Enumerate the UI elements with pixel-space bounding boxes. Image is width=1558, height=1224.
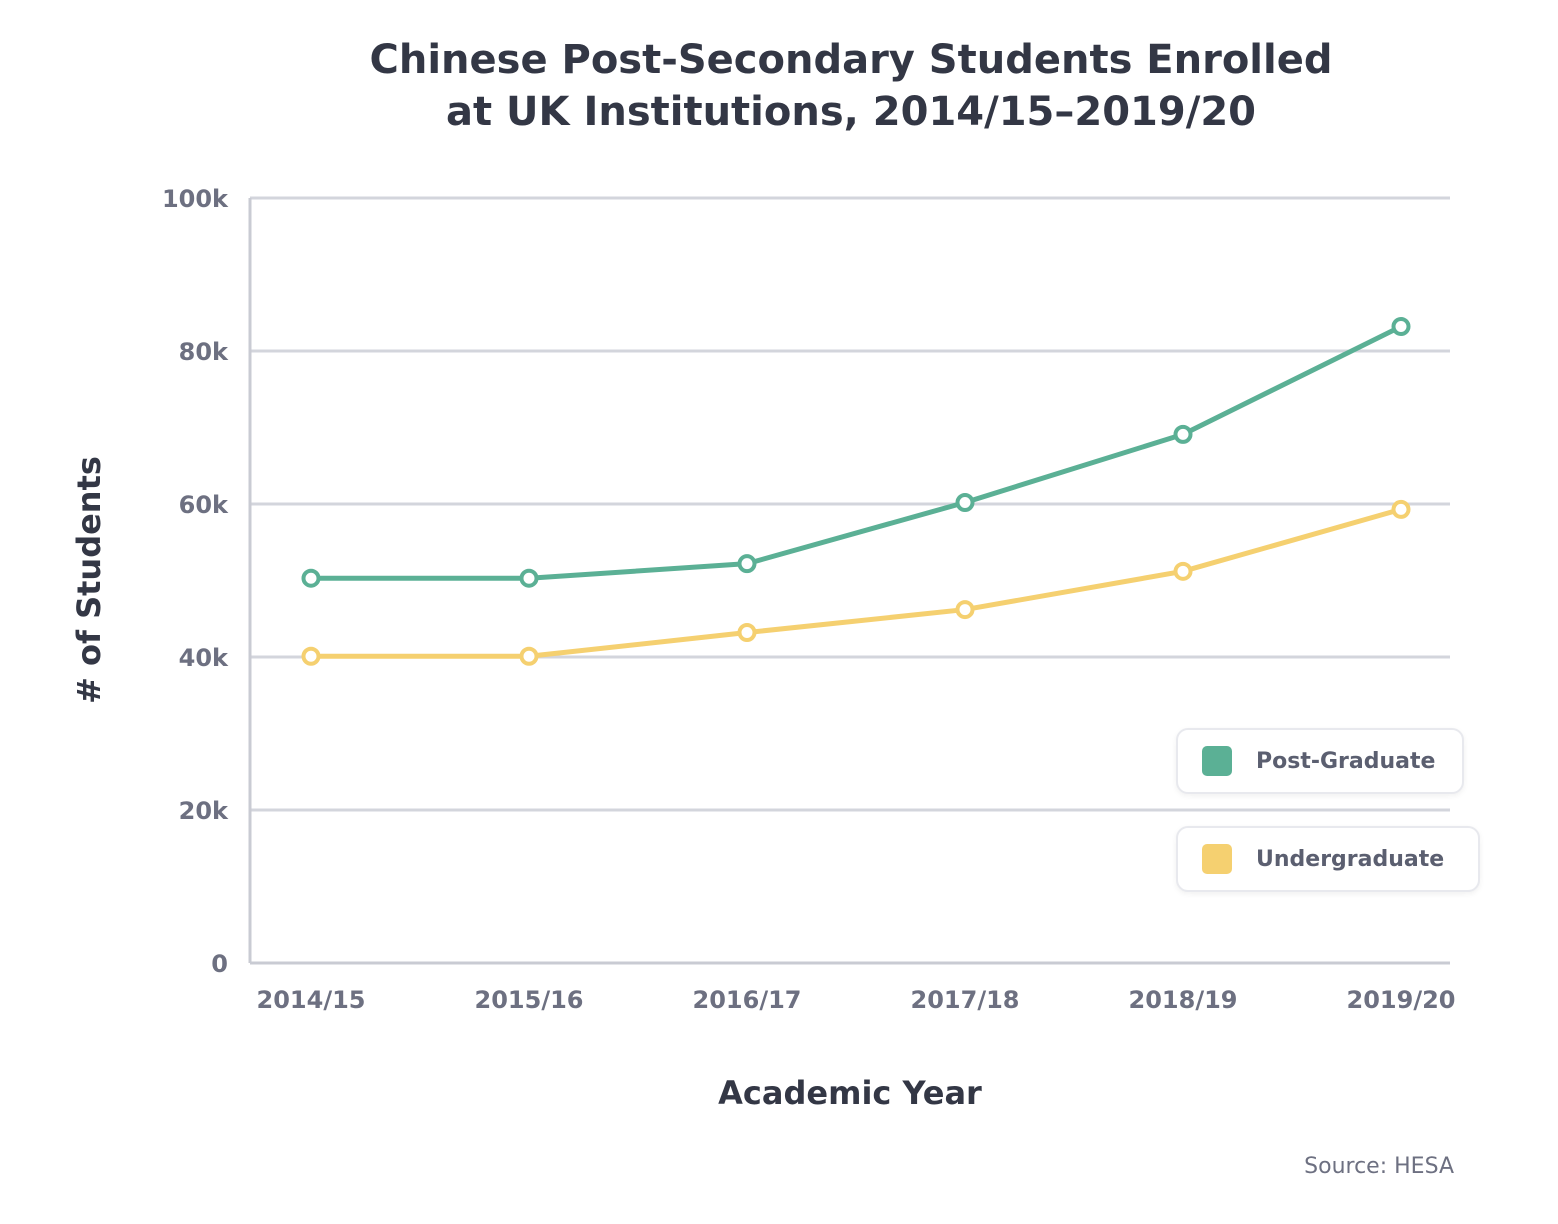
data-point [519, 646, 539, 666]
legend-swatch-undergraduate [1202, 844, 1232, 874]
data-point [301, 646, 321, 666]
x-tick-labels: 2014/15 2015/16 2016/17 2017/18 2018/19 2019/… [257, 986, 1456, 1014]
y-tick-label: 100k [162, 185, 229, 213]
x-tick-label: 2018/19 [1129, 986, 1238, 1014]
y-tick-label: 20k [179, 797, 229, 825]
data-point [1391, 499, 1411, 519]
y-axis-title: # of Students [70, 456, 108, 704]
data-point [301, 568, 321, 588]
data-point [955, 492, 975, 512]
data-point [955, 600, 975, 620]
y-tick-label: 60k [179, 491, 229, 519]
chart-title-line-1: Chinese Post-Secondary Students Enrolled [369, 37, 1333, 83]
data-point [1173, 424, 1193, 444]
legend-label-post-graduate: Post-Graduate [1256, 748, 1436, 774]
series-line [308, 506, 1404, 659]
chart-title: Chinese Post-Secondary Students Enrolled… [0, 34, 1558, 138]
data-point [519, 568, 539, 588]
grid-lines [248, 196, 1450, 965]
x-tick-label: 2019/20 [1347, 986, 1456, 1014]
series-line [308, 324, 1404, 581]
legend-swatch-post-graduate [1202, 746, 1232, 776]
x-tick-label: 2017/18 [911, 986, 1020, 1014]
legend-item-post-graduate: Post-Graduate [1176, 728, 1464, 794]
y-tick-labels: 0 20k 40k 60k 80k 100k [162, 185, 229, 978]
x-tick-label: 2016/17 [693, 986, 802, 1014]
legend-label-undergraduate: Undergraduate [1256, 846, 1445, 872]
data-point [1173, 561, 1193, 581]
source-note: Source: HESA [1304, 1154, 1454, 1179]
chart-title-line-2: at UK Institutions, 2014/15–2019/20 [446, 89, 1256, 135]
x-tick-label: 2014/15 [257, 986, 366, 1014]
legend-item-undergraduate: Undergraduate [1176, 826, 1480, 892]
y-tick-label: 40k [179, 644, 229, 672]
data-point [1391, 317, 1411, 337]
y-tick-label: 80k [179, 338, 229, 366]
x-axis-title: Academic Year [718, 1074, 982, 1112]
x-tick-label: 2015/16 [475, 986, 584, 1014]
data-point [737, 554, 757, 574]
series-points [301, 317, 1411, 666]
y-tick-label: 0 [211, 950, 228, 978]
data-point [737, 623, 757, 643]
series-lines [308, 324, 1404, 659]
